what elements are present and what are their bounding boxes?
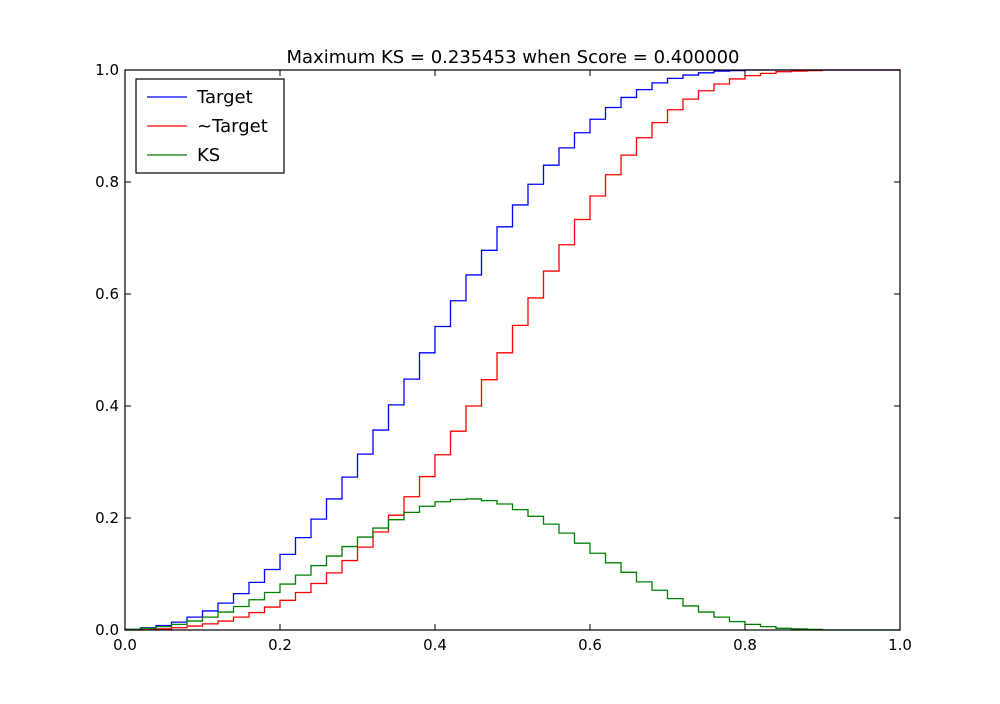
legend-entry-2: ~Target	[147, 116, 268, 137]
y-tick-label: 1.0	[95, 61, 119, 79]
chart-title: Maximum KS = 0.235453 when Score = 0.400…	[287, 47, 740, 68]
y-tick-label: 0.6	[95, 285, 119, 303]
legend-label: ~Target	[197, 116, 268, 137]
legend-entry-3: KS	[147, 145, 220, 166]
series-3	[124, 498, 900, 631]
y-tick-label: 0.8	[95, 173, 119, 191]
x-tick-label: 0.4	[423, 636, 447, 654]
y-tick-label: 0.2	[95, 509, 119, 527]
series-layer	[124, 69, 900, 631]
series-2	[125, 69, 900, 631]
x-tick-label: 1.0	[888, 636, 912, 654]
axis-ticks: 0.0 0.2 0.4 0.6 0.8 1.0 0.0 0.2 0.4 0.6 0.8 1.0	[95, 61, 912, 654]
series-line-1	[124, 69, 900, 631]
legend-entry-1: Target	[147, 87, 253, 108]
series-line-3	[124, 498, 900, 631]
x-tick-label: 0.0	[113, 636, 137, 654]
legend-label: Target	[196, 87, 253, 108]
x-tick-label: 0.6	[578, 636, 602, 654]
legend-label: KS	[197, 145, 220, 166]
y-tick-label: 0.4	[95, 397, 119, 415]
x-tick-label: 0.2	[268, 636, 292, 654]
legend: Target ~Target KS	[135, 78, 285, 174]
y-tick-label: 0.0	[95, 621, 119, 639]
series-line-2	[125, 69, 900, 631]
series-1	[124, 69, 900, 631]
axes-frame	[124, 69, 901, 631]
x-tick-label: 0.8	[733, 636, 757, 654]
